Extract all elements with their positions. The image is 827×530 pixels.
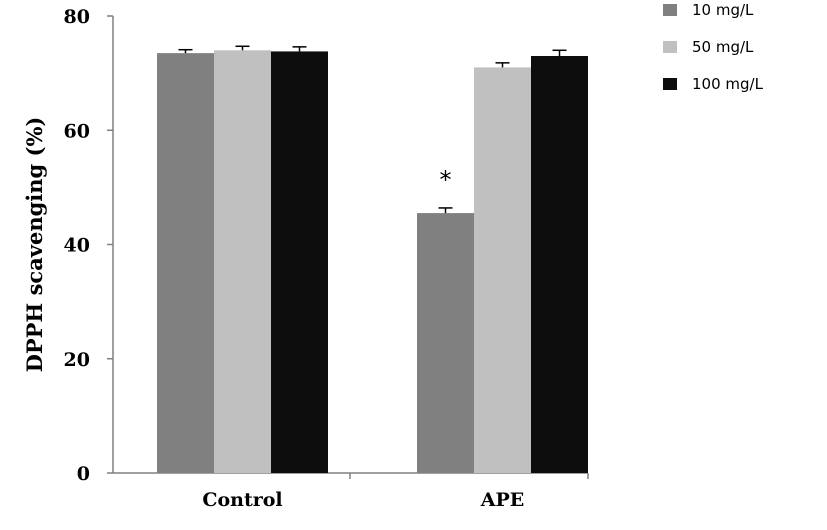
bar (157, 53, 214, 473)
legend-label: 100 mg/L (692, 75, 764, 93)
legend: 10 mg/L 50 mg/L 100 mg/L (663, 1, 764, 93)
bar (474, 67, 531, 473)
legend-label: 50 mg/L (692, 38, 754, 56)
y-axis-title: DPPH scavenging (%) (22, 117, 47, 373)
y-tick-label: 60 (64, 120, 90, 142)
x-category-label: Control (202, 489, 282, 511)
y-tick-label: 80 (64, 6, 90, 28)
bar (271, 51, 328, 473)
legend-swatch (663, 78, 677, 90)
y-tick-label: 40 (64, 235, 90, 257)
bar (531, 55, 588, 474)
x-category-label: APE (480, 489, 525, 511)
bar (214, 50, 271, 474)
y-tick-label: 20 (64, 349, 90, 371)
significance-marker: * (440, 166, 452, 194)
legend-label: 10 mg/L (692, 1, 754, 19)
legend-swatch (663, 41, 677, 53)
legend-swatch (663, 4, 677, 16)
bars (157, 50, 588, 474)
annotations: * (440, 166, 452, 194)
error-bars (178, 45, 567, 214)
y-tick-label: 0 (77, 463, 90, 485)
axis-labels: 0 20 40 60 80 Control APE DPPH scavenging (%) (22, 6, 524, 511)
bar (417, 213, 474, 474)
